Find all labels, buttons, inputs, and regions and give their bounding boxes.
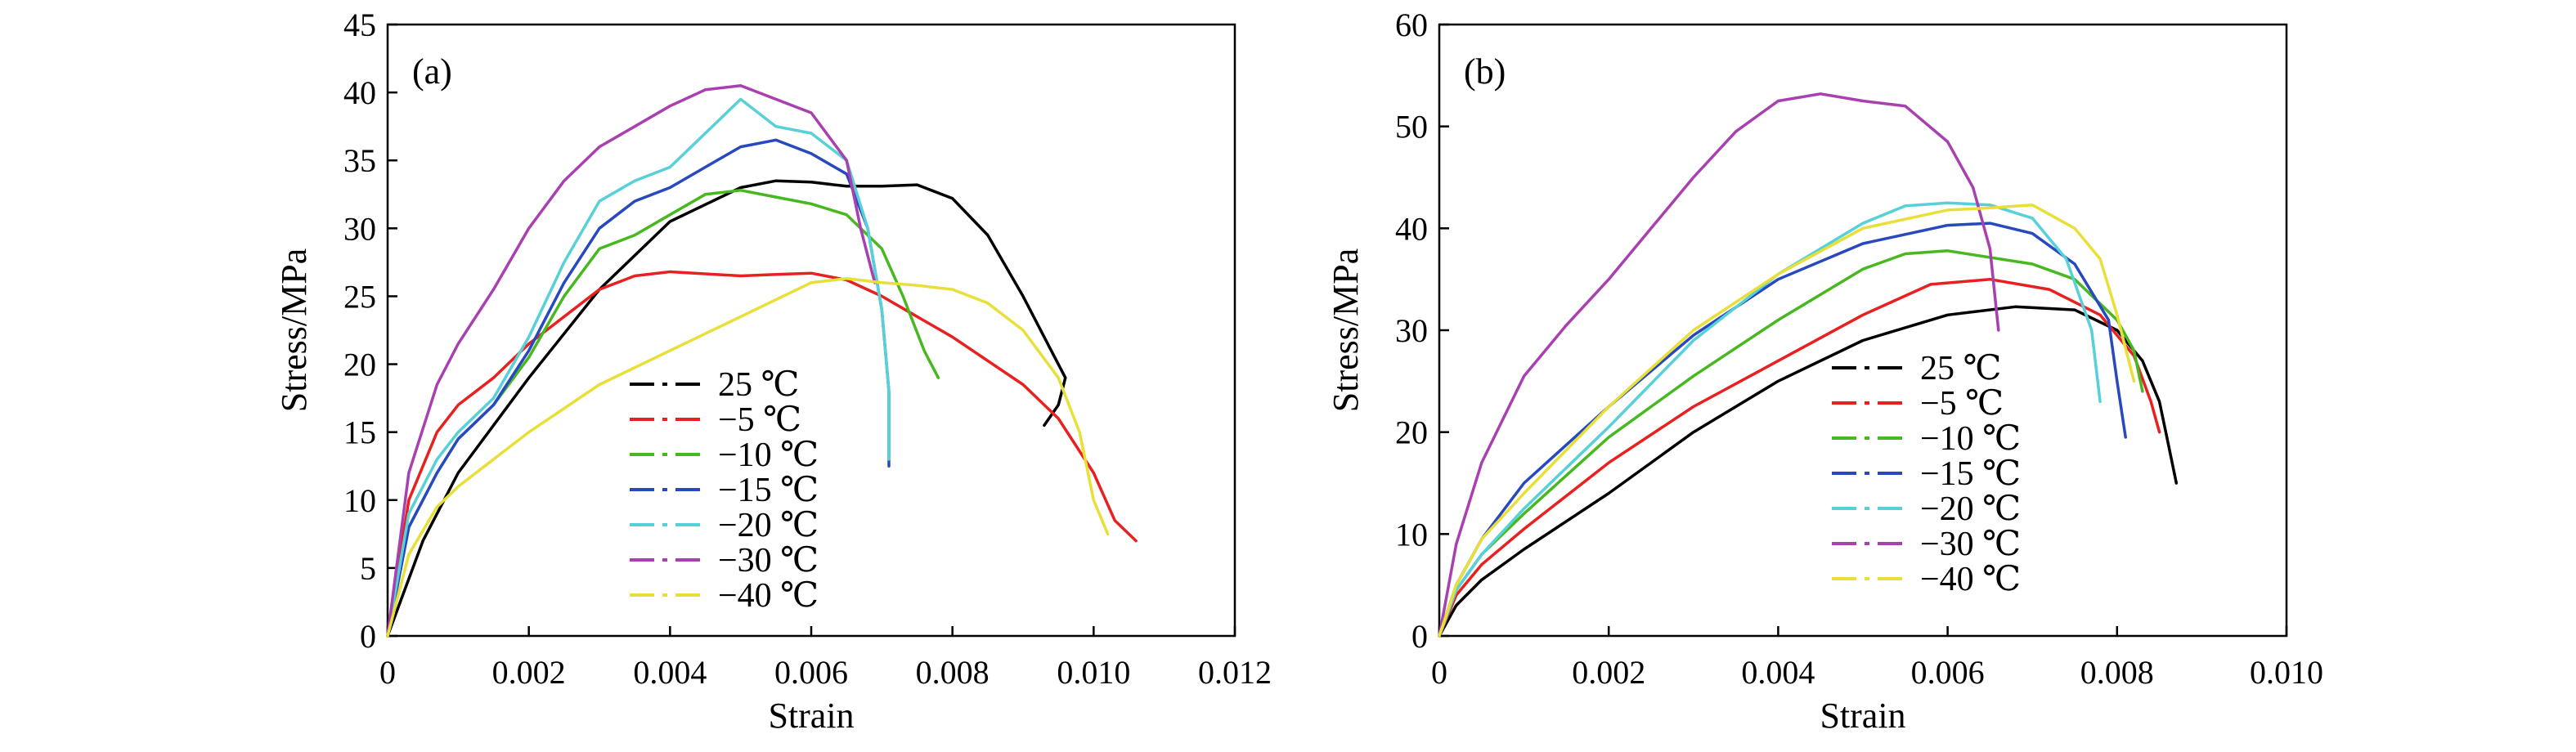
legend-entry: −20 ℃ — [1920, 490, 2021, 528]
y-tick-label: 5 — [360, 550, 376, 587]
y-tick-label: 0 — [360, 618, 376, 655]
x-tick-label: 0.002 — [492, 654, 566, 691]
x-tick-label: 0.008 — [916, 654, 990, 691]
y-tick-label: 0 — [1411, 618, 1428, 655]
y-tick-label: 45 — [343, 7, 376, 43]
legend: 25 ℃−5 ℃−10 ℃−15 ℃−20 ℃−30 ℃−40 ℃ — [630, 366, 819, 615]
series-line — [386, 189, 940, 638]
x-tick-label: 0.010 — [1057, 654, 1130, 691]
panel-label: (b) — [1464, 51, 1506, 92]
x-tick-label: 0.004 — [1741, 654, 1815, 691]
axis-ticks: 0 0.002 0.004 0.006 0.008 0.010 0 10 20 30 40 50 60 — [1395, 7, 2323, 691]
legend-entry: −10 ℃ — [1920, 420, 2021, 458]
y-tick-label: 40 — [343, 74, 376, 111]
x-tick-label: 0.012 — [1198, 654, 1272, 691]
x-tick-label: 0.006 — [774, 654, 848, 691]
y-axis-title: Stress/MPa — [1326, 248, 1366, 412]
y-tick-label: 15 — [343, 414, 376, 451]
x-tick-label: 0.008 — [2080, 654, 2154, 691]
y-axis-title: Stress/MPa — [274, 248, 314, 412]
y-tick-label: 35 — [343, 142, 376, 179]
y-tick-label: 10 — [1395, 516, 1428, 553]
x-tick-label: 0.004 — [633, 654, 707, 691]
y-tick-label: 10 — [343, 482, 376, 519]
legend-entry: −40 ℃ — [1920, 561, 2021, 598]
series-line — [1438, 92, 2000, 638]
x-axis-title: Strain — [768, 696, 854, 736]
series-line — [386, 270, 1138, 638]
legend-entry: −20 ℃ — [718, 507, 819, 544]
panel-b-chart: (b) Strain Stress/MPa 0 0.002 0.004 0.006 0.… — [1326, 7, 2323, 736]
series-lines — [386, 84, 1138, 638]
series-line — [1438, 277, 2161, 638]
series-line — [386, 84, 877, 638]
x-tick-label: 0.002 — [1572, 654, 1645, 691]
legend-entry: −5 ℃ — [1920, 385, 2004, 423]
legend: 25 ℃−5 ℃−10 ℃−15 ℃−20 ℃−30 ℃−40 ℃ — [1832, 350, 2021, 598]
x-tick-label: 0 — [379, 654, 396, 691]
legend-entry: −30 ℃ — [1920, 526, 2021, 563]
legend-entry: 25 ℃ — [1920, 350, 2001, 387]
series-line — [1438, 203, 2136, 638]
y-tick-label: 20 — [1395, 414, 1428, 451]
y-tick-label: 30 — [343, 210, 376, 247]
series-line — [1438, 201, 2102, 638]
y-tick-label: 40 — [1395, 210, 1428, 247]
series-line — [386, 97, 891, 638]
legend-entry: −5 ℃ — [718, 401, 801, 439]
x-tick-label: 0.010 — [2250, 654, 2323, 691]
y-tick-label: 50 — [1395, 109, 1428, 145]
legend-entry: −30 ℃ — [718, 542, 819, 580]
y-tick-label: 60 — [1395, 7, 1428, 43]
x-axis-title: Strain — [1820, 696, 1905, 736]
series-lines — [1438, 92, 2179, 638]
series-line — [386, 277, 1110, 638]
y-tick-label: 20 — [343, 347, 376, 383]
series-line — [1438, 222, 2127, 638]
x-tick-label: 0 — [1431, 654, 1447, 691]
panel-a-chart: (a) Strain Stress/MPa 0 0.002 0.004 0.006 0.… — [274, 7, 1272, 736]
y-tick-label: 30 — [1395, 312, 1428, 349]
panel-label: (a) — [412, 51, 452, 92]
legend-entry: 25 ℃ — [718, 366, 799, 404]
legend-entry: −15 ℃ — [1920, 455, 2021, 493]
plot-area-frame — [1438, 23, 2288, 638]
y-tick-label: 25 — [343, 278, 376, 315]
legend-entry: −40 ℃ — [718, 577, 819, 615]
x-tick-label: 0.006 — [1911, 654, 1985, 691]
series-line — [1438, 305, 2179, 638]
axis-ticks: 0 0.002 0.004 0.006 0.008 0.010 0.012 0 5 10 15 20 2… — [343, 7, 1272, 691]
legend-entry: −15 ℃ — [718, 472, 819, 509]
series-line — [386, 179, 1067, 638]
legend-entry: −10 ℃ — [718, 436, 819, 474]
